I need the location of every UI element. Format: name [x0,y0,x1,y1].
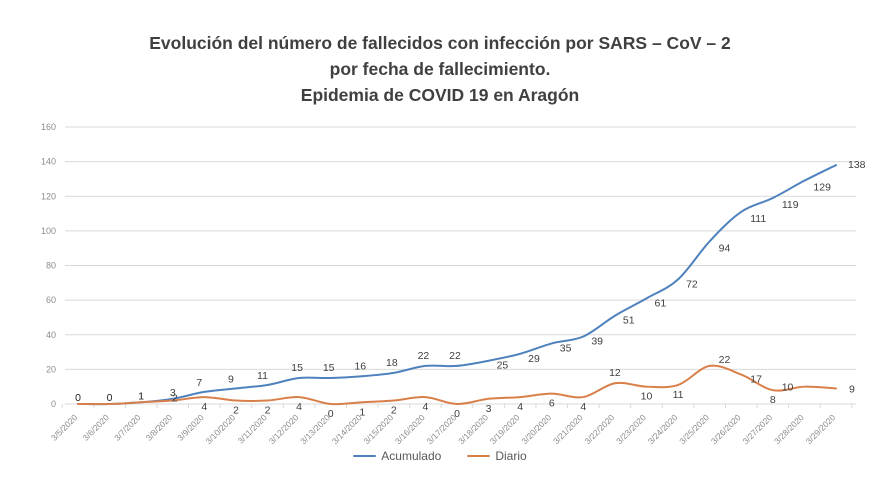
data-label-diario: 10 [782,382,794,394]
data-label-diario: 8 [770,394,776,406]
chart-legend: Acumulado Diario [0,449,880,463]
x-axis-tick-label: 3/9/2020 [175,412,206,443]
series-line-acumulado [77,164,837,406]
data-label-acumulado: 138 [848,159,866,171]
y-axis-tick-label: 120 [41,191,56,201]
data-label-diario: 0 [107,392,113,404]
x-axis-tick-label: 3/6/2020 [81,412,112,443]
diario-line-swatch [467,454,491,458]
y-axis-tick-label: 160 [41,122,56,132]
data-label-acumulado: 35 [560,342,572,354]
data-label-diario: 0 [454,408,460,420]
legend-label-acumulado: Acumulado [381,449,442,463]
data-label-acumulado: 9 [228,373,234,385]
x-axis-tick-label: 3/28/2020 [772,412,806,446]
data-label-acumulado: 29 [528,353,540,365]
data-label-diario: 4 [517,401,523,413]
x-axis-tick-label: 3/24/2020 [646,412,680,446]
data-label-acumulado: 25 [497,360,509,372]
data-label-diario: 11 [673,389,684,401]
data-label-acumulado: 94 [719,242,731,254]
y-axis-tick-label: 80 [46,261,56,271]
y-axis-tick-label: 100 [41,226,56,236]
data-label-diario: 10 [641,391,653,403]
data-label-acumulado: 72 [686,278,698,290]
legend-item-diario: Diario [467,449,527,463]
data-label-acumulado: 61 [655,297,667,309]
x-axis-tick-label: 3/29/2020 [804,412,838,446]
data-label-acumulado: 16 [354,360,366,372]
x-axis-tick-label: 3/12/2020 [267,412,301,446]
data-label-diario: 0 [328,408,334,420]
data-label-diario: 17 [750,374,762,386]
x-axis-tick-label: 3/19/2020 [488,412,522,446]
x-axis-tick-label: 3/15/2020 [361,412,395,446]
data-label-diario: 4 [201,401,207,413]
data-label-diario: 1 [138,390,144,402]
x-axis-tick-label: 3/21/2020 [551,412,585,446]
data-label-acumulado: 15 [323,362,335,374]
x-axis-tick-label: 3/8/2020 [144,412,175,443]
y-axis-tick-label: 140 [41,157,56,167]
x-axis-tick-label: 3/27/2020 [740,412,774,446]
data-label-acumulado: 11 [257,370,268,382]
x-axis-tick-label: 3/23/2020 [614,412,648,446]
data-label-acumulado: 111 [750,213,766,225]
data-label-diario: 4 [296,401,302,413]
x-axis-tick-label: 3/11/2020 [236,412,270,446]
data-label-acumulado: 51 [623,315,635,327]
data-label-diario: 2 [233,405,239,417]
y-axis-tick-label: 20 [46,364,56,374]
acumulado-line-swatch [353,454,377,458]
x-axis-tick-label: 3/7/2020 [112,412,143,443]
data-label-acumulado: 18 [386,357,398,369]
x-axis-tick-label: 3/5/2020 [49,412,80,443]
data-label-diario: 1 [359,406,365,418]
data-label-diario: 2 [172,393,178,405]
chart-title-line1: Evolución del número de fallecidos con i… [149,33,731,53]
data-label-acumulado: 129 [813,182,831,194]
x-axis-tick-label: 3/16/2020 [393,412,427,446]
data-label-acumulado: 0 [107,392,113,404]
data-label-diario: 22 [719,354,731,366]
data-label-diario: 9 [849,383,855,395]
data-label-diario: 12 [609,367,621,379]
x-axis-tick-label: 3/10/2020 [204,412,238,446]
legend-label-diario: Diario [495,449,527,463]
data-label-acumulado: 3 [170,387,176,399]
data-label-acumulado: 22 [418,350,430,362]
data-label-acumulado: 0 [75,392,81,404]
chart-title-line2: por fecha de fallecimiento. [329,59,551,79]
data-label-diario: 0 [75,392,81,404]
x-axis-tick-label: 3/25/2020 [677,412,711,446]
y-axis-tick-label: 0 [51,399,56,409]
data-label-diario: 6 [549,398,555,410]
data-label-acumulado: 15 [291,362,303,374]
chart-title: Evolución del número de fallecidos con i… [0,30,880,108]
data-label-diario: 4 [580,401,586,413]
y-axis-tick-label: 40 [46,330,56,340]
series-line-diario [77,364,837,406]
data-label-acumulado: 1 [138,390,144,402]
data-label-diario: 3 [486,403,492,415]
data-label-acumulado: 39 [591,335,603,347]
chart-title-line3: Epidemia de COVID 19 en Aragón [300,85,580,105]
data-label-diario: 4 [422,401,428,413]
legend-item-acumulado: Acumulado [353,449,441,463]
data-label-diario: 2 [391,405,397,417]
data-label-diario: 2 [265,405,271,417]
data-label-acumulado: 22 [449,350,461,362]
data-label-acumulado: 119 [782,199,799,211]
x-axis-tick-label: 3/22/2020 [583,412,617,446]
x-axis-tick-label: 3/20/2020 [519,412,553,446]
y-axis-tick-label: 60 [46,295,56,305]
x-axis-tick-label: 3/26/2020 [709,412,743,446]
data-label-acumulado: 7 [196,377,202,389]
x-axis-tick-label: 3/18/2020 [456,412,490,446]
